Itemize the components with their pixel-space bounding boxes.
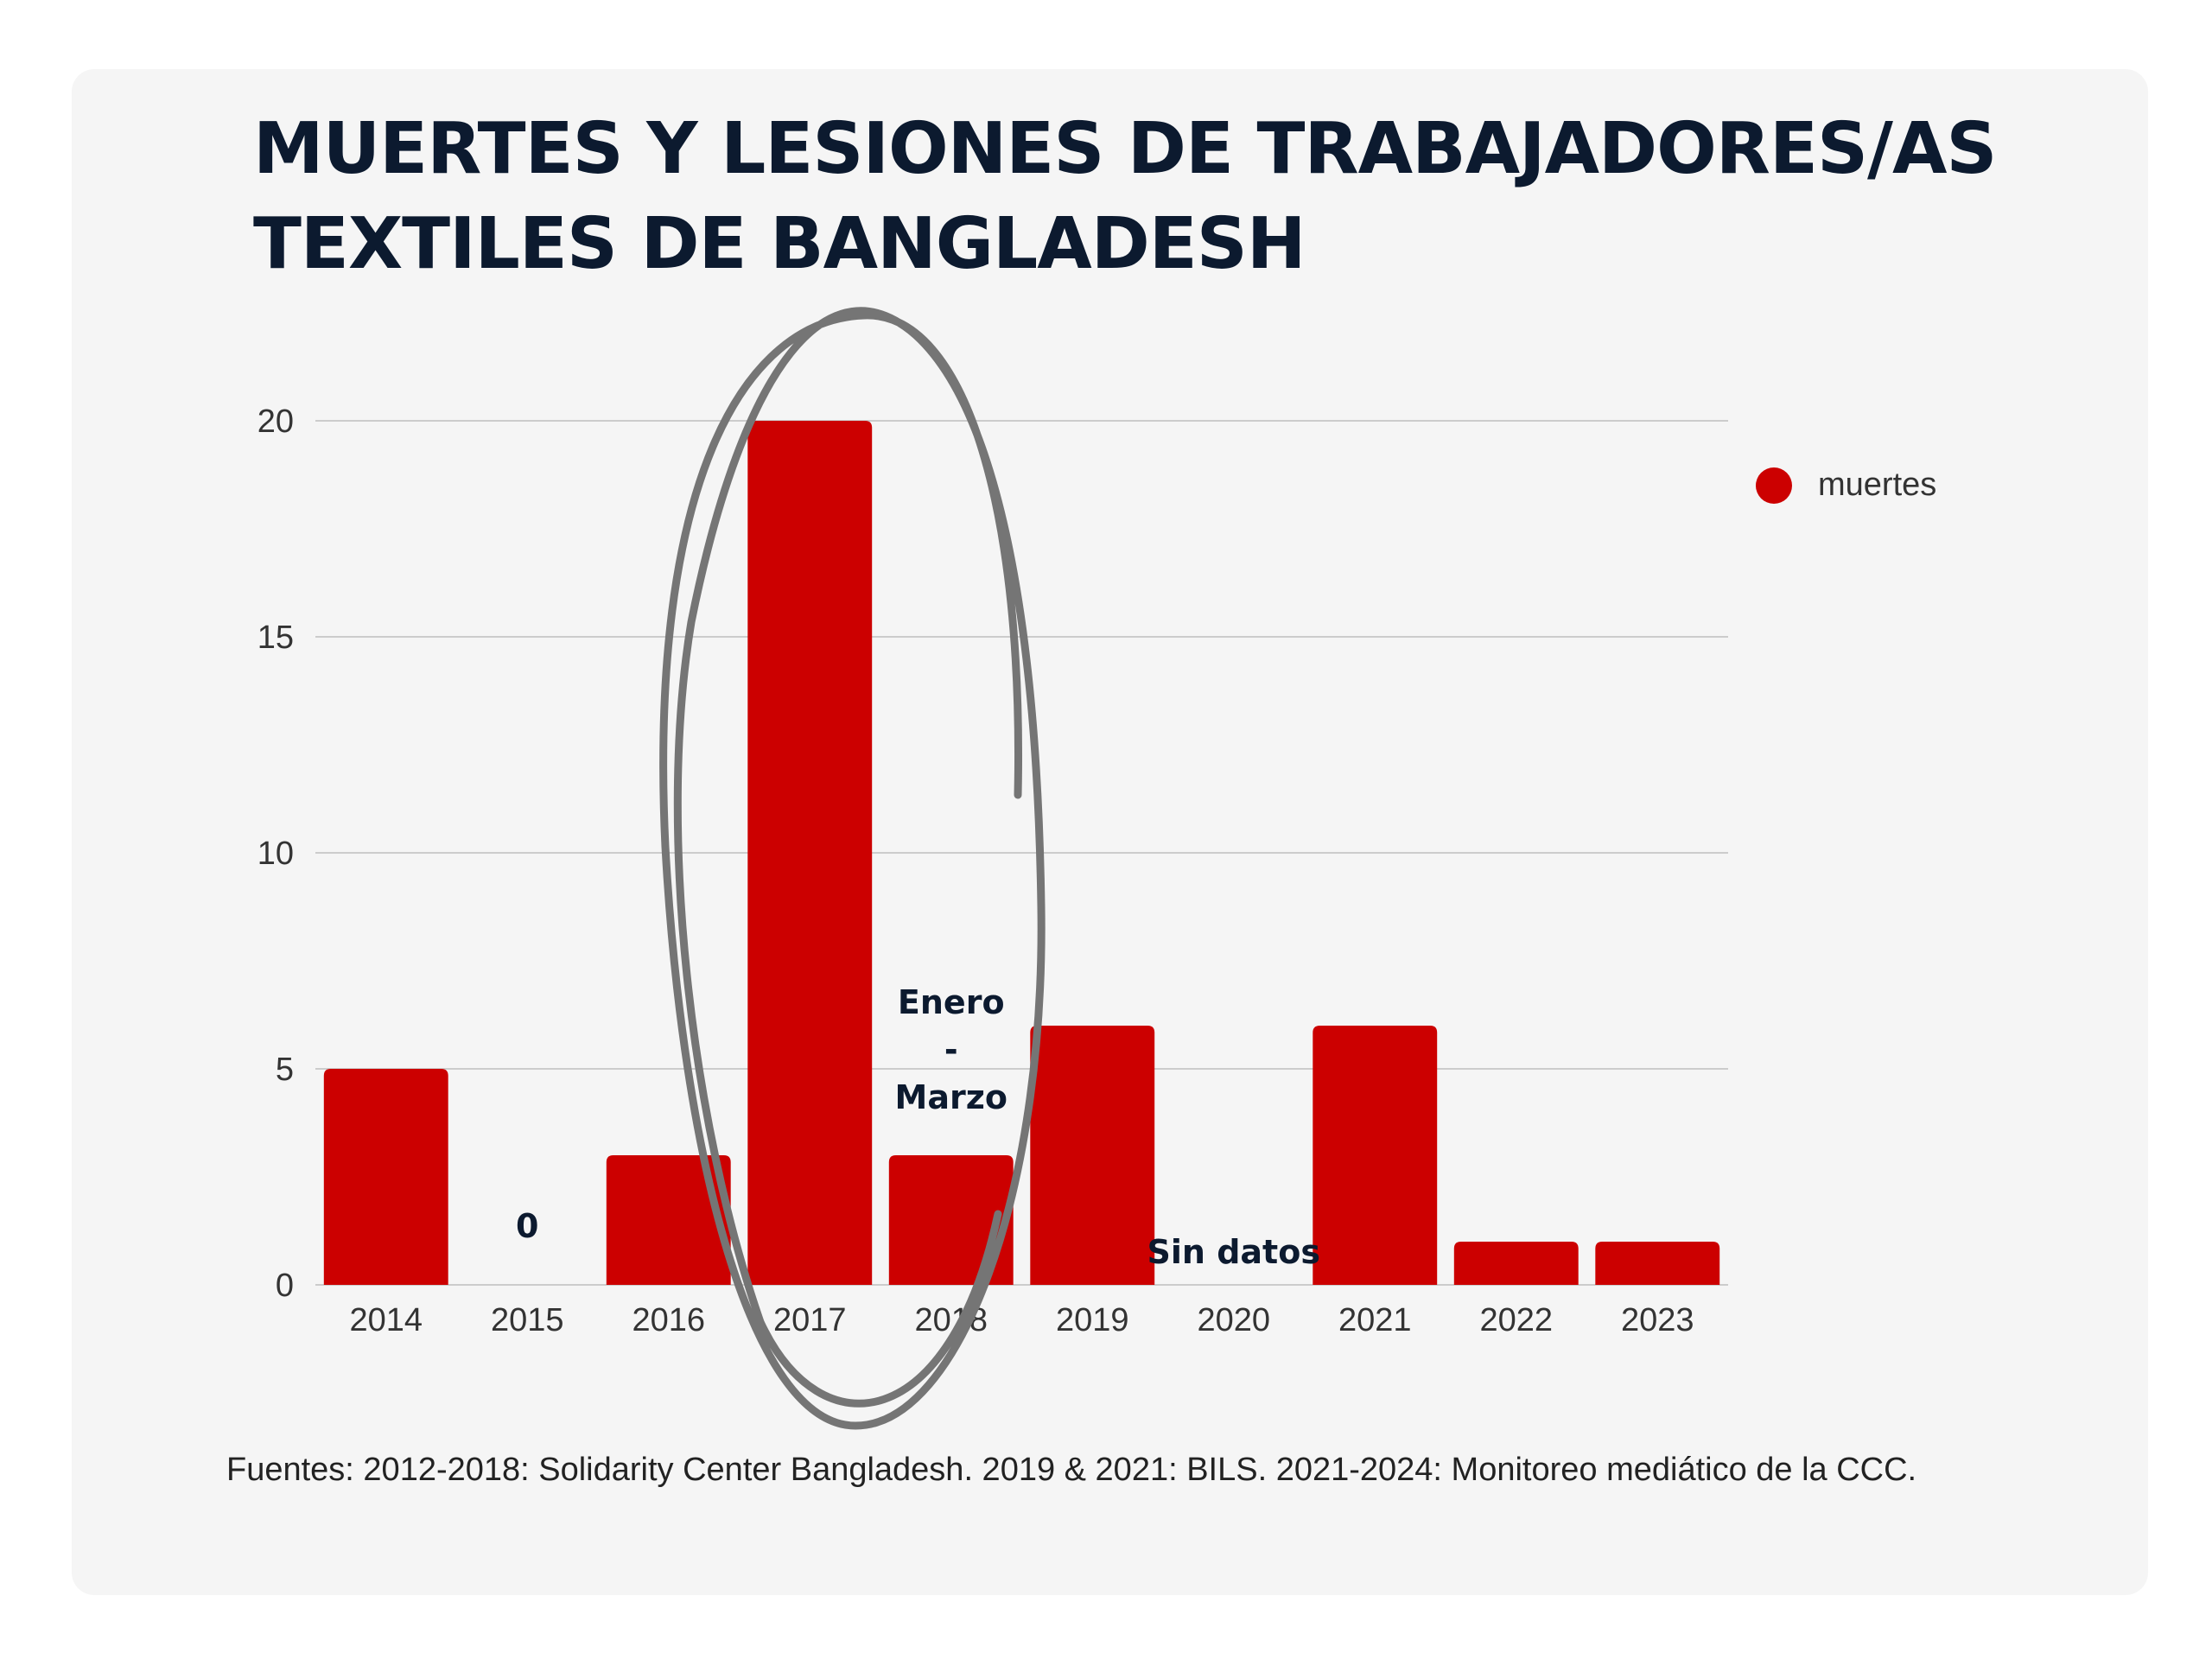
chart-title-line-2: TEXTILES DE BANGLADESH xyxy=(253,203,1306,285)
annotation-2015: 0 xyxy=(516,1207,538,1245)
x-tick-label-2015: 2015 xyxy=(491,1302,564,1338)
x-tick-label-2021: 2021 xyxy=(1338,1302,1412,1338)
x-tick-label-2014: 2014 xyxy=(349,1302,423,1338)
y-tick-label: 10 xyxy=(257,836,294,872)
y-tick-label: 5 xyxy=(276,1052,294,1088)
bar-2018 xyxy=(888,1155,1014,1285)
bar-2022 xyxy=(1453,1242,1579,1285)
x-tick-label-2019: 2019 xyxy=(1056,1302,1129,1338)
bar-2016 xyxy=(606,1155,731,1285)
legend-swatch xyxy=(1756,467,1792,504)
legend: muertes xyxy=(1756,467,1936,504)
annotation-2018-line-1: Enero xyxy=(898,983,1005,1021)
bar-2019 xyxy=(1030,1026,1155,1285)
chart-title: MUERTES Y LESIONES DE TRABAJADORES/AS TE… xyxy=(253,102,1997,292)
bar-2021 xyxy=(1313,1026,1438,1285)
x-tick-label-2017: 2017 xyxy=(773,1302,847,1338)
highlight-circle xyxy=(659,307,1046,1430)
x-tick-label-2016: 2016 xyxy=(632,1302,705,1338)
x-tick-label-2023: 2023 xyxy=(1621,1302,1694,1338)
y-tick-label: 0 xyxy=(276,1268,294,1304)
chart-title-line-1: MUERTES Y LESIONES DE TRABAJADORES/AS xyxy=(253,108,1997,190)
y-tick-label: 15 xyxy=(257,620,294,656)
annotation-2018-line-2: - xyxy=(944,1031,958,1069)
source-note: Fuentes: 2012-2018: Solidarity Center Ba… xyxy=(226,1452,1917,1488)
annotation-2018-line-3: Marzo xyxy=(895,1078,1007,1116)
chart-card xyxy=(72,69,2148,1595)
bar-2023 xyxy=(1595,1242,1720,1285)
x-tick-label-2020: 2020 xyxy=(1197,1302,1270,1338)
bar-2014 xyxy=(323,1069,448,1285)
x-tick-label-2022: 2022 xyxy=(1479,1302,1553,1338)
bar-2017 xyxy=(747,421,873,1285)
y-tick-label: 20 xyxy=(257,404,294,440)
legend-label: muertes xyxy=(1818,467,1937,503)
annotation-2020: Sin datos xyxy=(1147,1233,1320,1271)
